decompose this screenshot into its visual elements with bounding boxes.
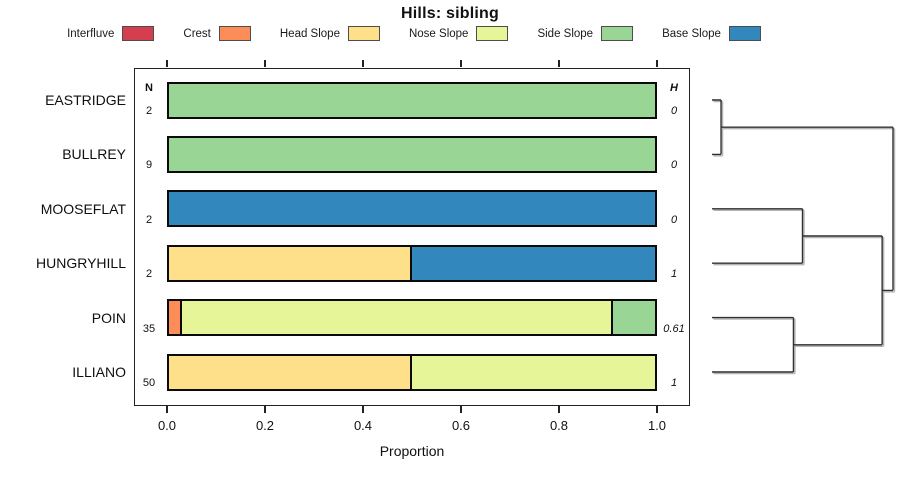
legend-label: Base Slope	[662, 27, 721, 40]
h-value: 1	[670, 268, 678, 281]
bar-segment-nose-slope	[410, 353, 657, 391]
bar-segment-base-slope	[410, 244, 657, 282]
legend-swatch	[476, 26, 509, 41]
h-value: 0	[670, 159, 678, 172]
y-axis-label: POIN	[91, 309, 126, 326]
dendrogram-shadow	[713, 100, 896, 375]
bar-segment-head-slope	[167, 353, 412, 391]
legend-item: Base Slope	[662, 26, 761, 41]
h-column-header: H	[670, 82, 678, 94]
x-tick-top	[460, 59, 462, 67]
legend-label: Crest	[183, 27, 211, 40]
legend: Interfluve Crest Head Slope Nose Slope Side …	[0, 26, 828, 41]
legend-swatch	[728, 26, 761, 41]
x-tick-top	[166, 59, 168, 67]
y-axis-label: MOOSEFLAT	[40, 200, 126, 217]
h-value: 0.61	[663, 322, 685, 335]
legend-label: Interfluve	[67, 27, 115, 40]
x-tick-top	[558, 59, 560, 67]
legend-swatch	[347, 26, 380, 41]
n-value: 50	[142, 377, 156, 389]
legend-item: Side Slope	[537, 26, 634, 41]
x-tick-label: 0.2	[255, 418, 275, 433]
x-tick	[264, 405, 266, 413]
h-value: 0	[670, 105, 678, 117]
legend-swatch	[601, 26, 634, 41]
legend-item: Nose Slope	[408, 26, 509, 41]
x-axis-title: Proportion	[379, 443, 445, 459]
x-tick-label: 0.4	[353, 418, 373, 433]
x-tick	[558, 405, 560, 413]
legend-swatch	[122, 26, 155, 41]
x-tick	[460, 405, 462, 413]
legend-label: Nose Slope	[408, 27, 469, 40]
n-value: 9	[145, 159, 153, 172]
dendrogram-lines	[712, 99, 894, 373]
x-tick	[166, 405, 168, 413]
bar-segment-nose-slope	[179, 299, 613, 337]
y-axis-label: HUNGRYHILL	[36, 255, 126, 272]
y-axis-label: BULLREY	[62, 146, 126, 163]
legend-item: Crest	[183, 26, 251, 41]
bar-segment-side-slope	[167, 81, 657, 119]
legend-swatch	[218, 26, 251, 41]
y-axis-label: ILLIANO	[72, 364, 126, 380]
bar-segment-head-slope	[167, 244, 412, 282]
x-tick	[362, 405, 364, 413]
n-value: 2	[145, 268, 153, 281]
chart-title: Hills: sibling	[401, 5, 499, 22]
n-column-header: N	[145, 82, 153, 94]
x-tick-top	[362, 59, 364, 67]
n-value: 35	[142, 322, 156, 335]
x-tick-top	[264, 59, 266, 67]
bar-segment-side-slope	[167, 135, 657, 173]
x-tick-label: 0.6	[451, 418, 471, 433]
bar-segment-side-slope	[610, 299, 657, 337]
plot-area	[134, 68, 690, 406]
x-tick-label: 1.0	[647, 418, 667, 433]
x-tick-top	[656, 59, 658, 67]
n-value: 2	[145, 105, 153, 117]
x-tick-label: 0.0	[157, 418, 177, 433]
legend-label: Head Slope	[279, 27, 340, 40]
bar-segment-base-slope	[167, 190, 657, 228]
h-value: 1	[670, 377, 678, 389]
x-tick-label: 0.8	[549, 418, 569, 433]
n-value: 2	[145, 213, 153, 226]
legend-item: Interfluve	[67, 26, 155, 41]
x-tick	[656, 405, 658, 413]
legend-label: Side Slope	[537, 27, 594, 40]
y-axis-label: EASTRIDGE	[45, 92, 126, 108]
legend-item: Head Slope	[280, 26, 380, 41]
h-value: 0	[670, 213, 678, 226]
